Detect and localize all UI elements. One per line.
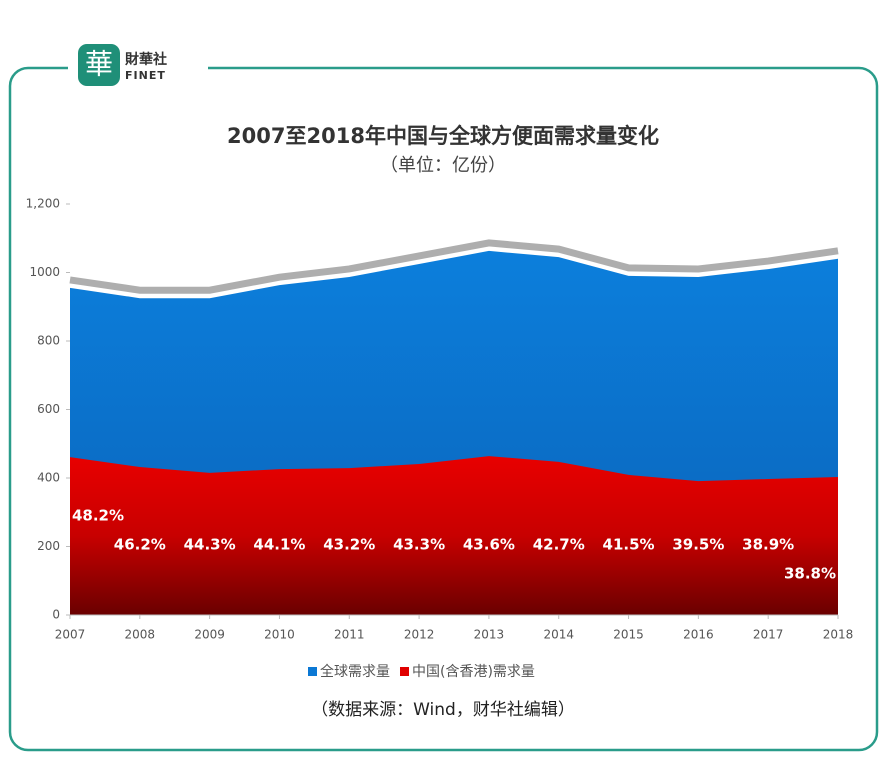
share-label: 43.2%	[323, 536, 375, 554]
share-label: 44.3%	[184, 536, 236, 554]
share-label: 41.5%	[603, 536, 655, 554]
share-label: 46.2%	[114, 536, 166, 554]
share-label: 43.6%	[463, 536, 515, 554]
share-label: 38.8%	[784, 565, 836, 583]
share-label: 38.9%	[742, 536, 794, 554]
x-tick-label: 2010	[264, 628, 295, 642]
legend-swatch	[308, 667, 317, 676]
x-tick-label: 2007	[55, 628, 86, 642]
y-tick-label: 1000	[29, 265, 60, 279]
y-tick-label: 0	[52, 608, 60, 622]
legend-swatch	[400, 667, 409, 676]
share-label: 39.5%	[672, 536, 724, 554]
logo-mark: 華	[85, 48, 113, 81]
x-tick-label: 2013	[474, 628, 505, 642]
x-tick-label: 2017	[753, 628, 784, 642]
y-tick-label: 1,200	[26, 197, 60, 211]
area-shadow	[69, 239, 839, 294]
share-label: 48.2%	[72, 507, 124, 525]
source-note: （数据来源：Wind，财华社编辑）	[311, 700, 575, 720]
share-label: 43.3%	[393, 536, 445, 554]
x-tick-label: 2012	[404, 628, 435, 642]
legend-label: 中国(含香港)需求量	[412, 664, 535, 680]
chart-subtitle: （单位：亿份）	[380, 155, 506, 176]
legend-label: 全球需求量	[320, 663, 390, 680]
x-tick-label: 2018	[823, 628, 854, 642]
y-tick-label: 600	[37, 402, 60, 416]
x-tick-label: 2011	[334, 628, 365, 642]
y-tick-label: 200	[37, 539, 60, 553]
logo-latin: FINET	[125, 69, 166, 82]
x-tick-label: 2008	[125, 628, 156, 642]
chart-title: 2007至2018年中国与全球方便面需求量变化	[227, 124, 659, 148]
logo-name: 財華社	[124, 51, 167, 68]
x-tick-label: 2015	[613, 628, 644, 642]
y-tick-label: 400	[37, 471, 60, 485]
x-tick-label: 2014	[543, 628, 574, 642]
share-label: 44.1%	[253, 536, 305, 554]
share-label: 42.7%	[533, 536, 585, 554]
y-tick-label: 800	[37, 334, 60, 348]
x-tick-label: 2016	[683, 628, 714, 642]
logo-badge	[78, 44, 120, 86]
x-tick-label: 2009	[194, 628, 225, 642]
area	[70, 456, 838, 615]
frame	[8, 66, 879, 752]
